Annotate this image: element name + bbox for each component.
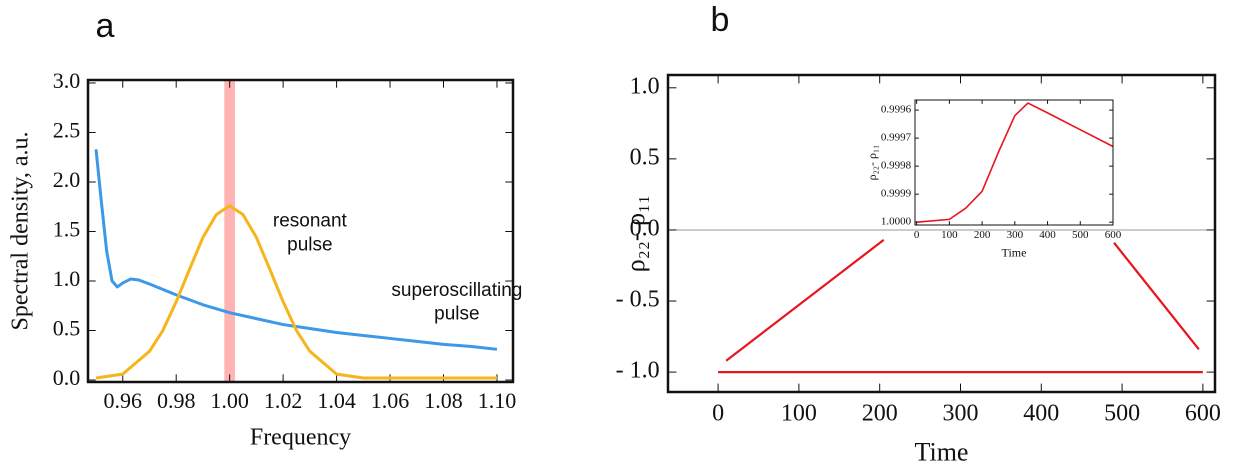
x-tick-label: 300 [1007, 229, 1024, 241]
x-axis-label: Time [915, 437, 969, 466]
y-tick-label: 0.9998 [881, 160, 912, 172]
plot-area [88, 80, 513, 382]
y-tick-label: 0.9997 [881, 132, 912, 144]
x-tick-label: 100 [941, 229, 958, 241]
y-tick-label: 1.0 [53, 266, 81, 291]
series-label: resonant pulse [273, 211, 348, 256]
x-tick-label: 1.00 [210, 388, 249, 413]
y-axis-label: ρ₂₂- ρ₁₁ [865, 145, 879, 181]
y-tick-label: 1.5 [53, 217, 81, 242]
x-tick-label: 600 [1105, 229, 1122, 241]
y-tick-label: 3.0 [53, 68, 81, 93]
y-tick-label: 0.9999 [881, 188, 912, 200]
y-tick-label: 1.0000 [881, 216, 912, 228]
panel-label: a [96, 7, 115, 45]
series-label: superoscillating pulse [391, 280, 522, 325]
y-tick-label: 0.5 [53, 316, 81, 341]
y-tick-label: - 0.5 [616, 287, 660, 313]
y-axis-label: ρ₂₂- ρ₁₁ [621, 195, 650, 272]
x-tick-label: 100 [781, 400, 817, 426]
x-axis-label: Frequency [250, 425, 351, 451]
series-line [94, 149, 498, 351]
x-tick-label: 1.02 [264, 388, 303, 413]
x-tick-label: 1.10 [478, 388, 517, 413]
y-tick-label: 0.9996 [881, 104, 912, 116]
series-line [916, 102, 1114, 223]
plot-area [915, 100, 1113, 225]
plot-frame [914, 99, 1114, 226]
x-tick-label: 200 [862, 400, 898, 426]
x-tick-label: 0 [914, 229, 920, 241]
x-tick-label: 0 [712, 400, 724, 426]
x-tick-label: 200 [974, 229, 991, 241]
series-line [95, 204, 497, 380]
x-tick-label: 1.08 [424, 388, 463, 413]
y-tick-label: 2.0 [53, 167, 81, 192]
panel-label: b [711, 1, 730, 39]
x-tick-label: 0.98 [157, 388, 196, 413]
x-tick-label: 1.04 [317, 388, 356, 413]
x-tick-label: 500 [1072, 229, 1089, 241]
plot-frame [86, 78, 515, 384]
y-tick-label: 2.5 [53, 118, 81, 143]
x-tick-label: 300 [942, 400, 978, 426]
y-axis-label: Spectral density, a.u. [8, 131, 34, 330]
x-tick-label: 400 [1023, 400, 1059, 426]
y-tick-label: 0.0 [630, 215, 660, 241]
y-tick-label: 0.5 [630, 144, 660, 170]
x-tick-label: 500 [1104, 400, 1140, 426]
x-tick-label: 400 [1039, 229, 1056, 241]
series-line [725, 239, 1200, 362]
y-tick-label: 1.0 [630, 73, 660, 99]
x-tick-label: 0.96 [103, 388, 142, 413]
y-tick-label: 0.0 [53, 365, 81, 390]
y-tick-label: - 1.0 [616, 358, 660, 384]
plot-frame [666, 73, 1217, 394]
x-axis-label: Time [1002, 245, 1027, 259]
x-tick-label: 600 [1185, 400, 1221, 426]
x-tick-label: 1.06 [371, 388, 410, 413]
highlight-band [224, 81, 236, 381]
